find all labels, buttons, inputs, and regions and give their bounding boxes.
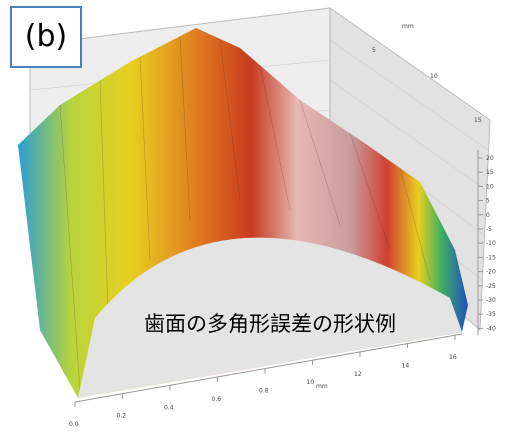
caption: 歯面の多角形誤差の形状例 xyxy=(100,308,440,338)
back-tick-label: 15 xyxy=(474,117,482,124)
front-tick-label: 14 xyxy=(402,362,410,369)
z-tick-label: -35 xyxy=(486,311,496,318)
z-tick-label: -15 xyxy=(486,254,496,261)
front-tick-label: 0.6 xyxy=(212,396,222,403)
z-tick-label: 20 xyxy=(486,155,494,162)
front-tick-label: 0.4 xyxy=(164,404,174,411)
z-tick-label: -40 xyxy=(486,325,496,332)
back-axis-unit: mm xyxy=(402,23,414,30)
front-tick-label: 16 xyxy=(449,354,457,361)
z-tick-label: -10 xyxy=(486,240,496,247)
z-tick-label: 10 xyxy=(486,183,494,190)
front-tick-label: 0.8 xyxy=(259,388,269,395)
front-tick-label: 0.0 xyxy=(69,421,79,428)
z-tick-label: 5 xyxy=(486,198,490,205)
panel-label: (b) xyxy=(10,6,82,68)
figure: 20 15 10 5 0 -5 -10 -15 -20 -25 -30 -35 -40 5 10 15 mm 0.… xyxy=(0,0,516,439)
back-tick-label: 10 xyxy=(430,73,438,80)
z-tick-label: -20 xyxy=(486,269,496,276)
back-tick-label: 5 xyxy=(372,47,376,54)
front-axis-unit: mm xyxy=(316,383,328,390)
front-tick-label: 12 xyxy=(354,371,362,378)
front-tick-label: 0.2 xyxy=(117,413,127,420)
z-tick-label: -25 xyxy=(486,283,496,290)
front-tick-label: 10 xyxy=(307,379,315,386)
z-tick-label: -5 xyxy=(486,226,492,233)
z-tick-label: -30 xyxy=(486,297,496,304)
z-tick-label: 15 xyxy=(486,169,494,176)
z-tick-label: 0 xyxy=(486,212,490,219)
